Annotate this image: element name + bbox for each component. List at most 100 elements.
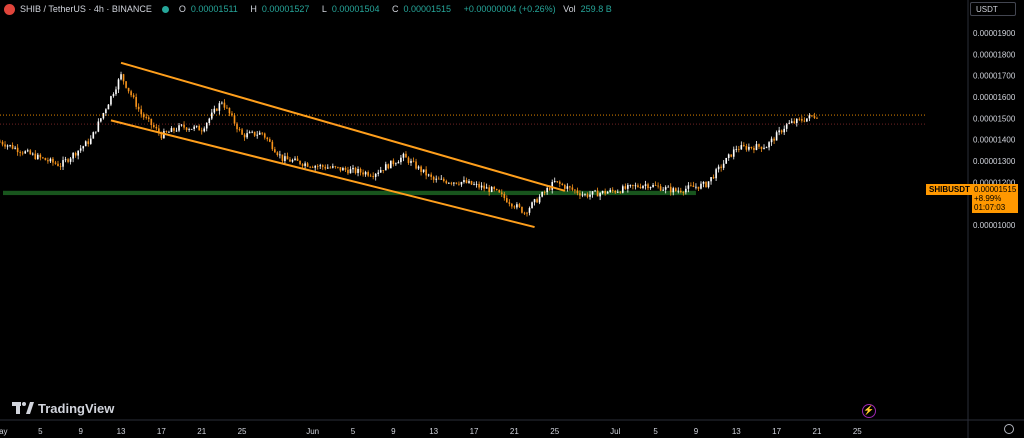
currency-select[interactable]: USDT [970,2,1016,16]
y-tick-label: 0.00001700 [973,72,1016,81]
candle-body [506,198,508,203]
candle-body [624,186,627,189]
candle [47,157,49,164]
candle [59,163,62,170]
candle [137,103,140,112]
candle [369,173,372,177]
candle [750,146,753,150]
candle-body [384,164,387,171]
x-tick-label: 9 [78,427,83,436]
candle [500,189,503,198]
candle [195,125,198,129]
candle-body [296,158,299,161]
candle [621,184,624,194]
candle [243,133,246,141]
candle-body [19,152,21,153]
candle-body [455,182,458,184]
candle-body [203,128,206,132]
candle-body [427,174,430,176]
y-tick-label: 0.00001200 [973,178,1016,187]
candle [427,173,430,177]
candle-body [357,169,359,173]
x-tick-label: 21 [510,427,519,436]
candle-body [765,147,768,149]
candle-body [448,182,450,184]
candle [442,177,445,183]
candle [677,187,680,194]
candle [248,130,251,134]
candle-body [445,181,448,184]
candle [627,183,629,193]
candle-body [803,120,806,122]
candle-body [392,160,395,165]
candle-body [334,166,337,168]
candle [606,190,609,194]
candle [465,177,468,184]
candle-body [473,184,475,186]
candle [611,187,614,193]
candle-body [238,129,241,131]
candle [405,151,407,158]
symbol-title[interactable]: SHIB / TetherUS · 4h · BINANCE [20,4,152,14]
candle [218,100,221,115]
candle-body [170,128,173,132]
candle-body [606,191,609,194]
candle-body [758,144,760,147]
candle [758,143,760,150]
candle [21,151,24,156]
candle [145,113,148,120]
candle-body [291,160,294,162]
candle [1,140,4,147]
candle-body [122,74,125,82]
candle-body [574,189,576,191]
candle [806,118,808,123]
candle [672,186,675,196]
candle-body [213,108,216,113]
lightning-icon[interactable]: ⚡ [862,404,876,418]
candle-body [586,194,589,197]
candle [652,183,654,188]
candle-body [435,178,438,180]
candle [715,167,717,182]
candle-body [425,169,427,176]
close-value: 0.00001515 [403,4,452,14]
candle [261,132,264,136]
candle-body [349,169,352,174]
candle-body [783,128,786,133]
candle [26,148,29,153]
candle [0,139,1,143]
candle [637,183,639,188]
candle [316,164,319,170]
candle [521,206,523,214]
candle [644,180,647,190]
candle-body [74,153,77,156]
candle-body [493,186,496,189]
candle-body [795,118,798,124]
candle-body [485,187,488,189]
candle-body [735,149,738,150]
candle-body [679,190,682,193]
x-tick-label: 9 [391,427,396,436]
candle [407,156,410,165]
candle-body [112,94,115,97]
settings-icon[interactable] [1004,424,1014,434]
candle [238,127,241,132]
candle-body [326,167,329,169]
candle [770,136,773,146]
candle [692,181,695,188]
candle-body [553,181,556,183]
candle-body [165,131,168,133]
candle [417,165,420,171]
candle-body [26,150,29,152]
candle-body [400,157,402,163]
candle [256,130,259,139]
candle [473,181,475,186]
candle [321,164,324,170]
candle [601,190,604,195]
x-tick-label: 5 [38,427,43,436]
close-label: C [391,4,399,14]
candle [82,145,85,152]
tradingview-logo[interactable]: TradingView [12,400,114,416]
candle-body [316,166,319,167]
